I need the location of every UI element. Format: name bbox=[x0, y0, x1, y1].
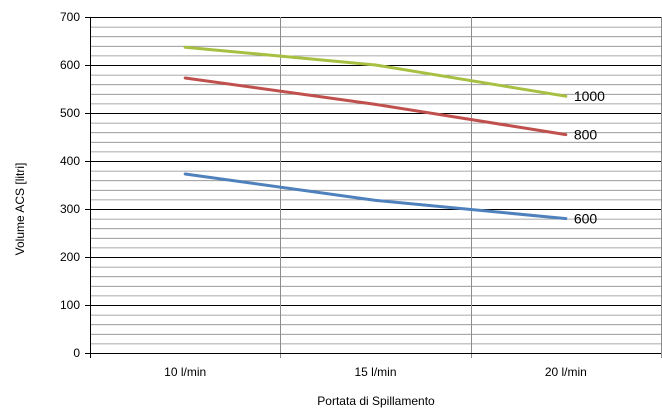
y-tick-label: 100 bbox=[60, 298, 80, 312]
x-tick-labels: 10 l/min 15 l/min 20 l/min bbox=[164, 365, 587, 379]
y-tick-label: 600 bbox=[60, 58, 80, 72]
axes bbox=[90, 17, 661, 358]
series-label-1000: 1000 bbox=[574, 88, 605, 104]
x-tick-label: 10 l/min bbox=[164, 365, 206, 379]
x-tick-label: 15 l/min bbox=[354, 365, 396, 379]
y-tick-label: 700 bbox=[60, 10, 80, 24]
y-tick-labels: 0 100 200 300 400 500 600 700 bbox=[60, 10, 80, 360]
y-tick-label: 0 bbox=[73, 346, 80, 360]
series-lines bbox=[183, 45, 568, 221]
series-line-1000 bbox=[183, 45, 568, 98]
series-labels: 1000 800 600 bbox=[574, 88, 605, 226]
series-line-600 bbox=[183, 172, 568, 221]
y-tick-label: 500 bbox=[60, 106, 80, 120]
y-axis-title: Volume ACS [litri] bbox=[13, 163, 27, 256]
series-label-600: 600 bbox=[574, 211, 598, 227]
y-tick-label: 300 bbox=[60, 202, 80, 216]
y-tick-label: 200 bbox=[60, 250, 80, 264]
series-label-800: 800 bbox=[574, 127, 598, 143]
minor-gridlines bbox=[90, 26, 661, 345]
x-tick-label: 20 l/min bbox=[545, 365, 587, 379]
x-axis-title: Portata di Spillamento bbox=[317, 394, 435, 408]
series-line-800 bbox=[183, 76, 568, 137]
vertical-gridlines bbox=[280, 17, 662, 358]
y-tick-label: 400 bbox=[60, 154, 80, 168]
major-gridlines bbox=[85, 17, 661, 354]
